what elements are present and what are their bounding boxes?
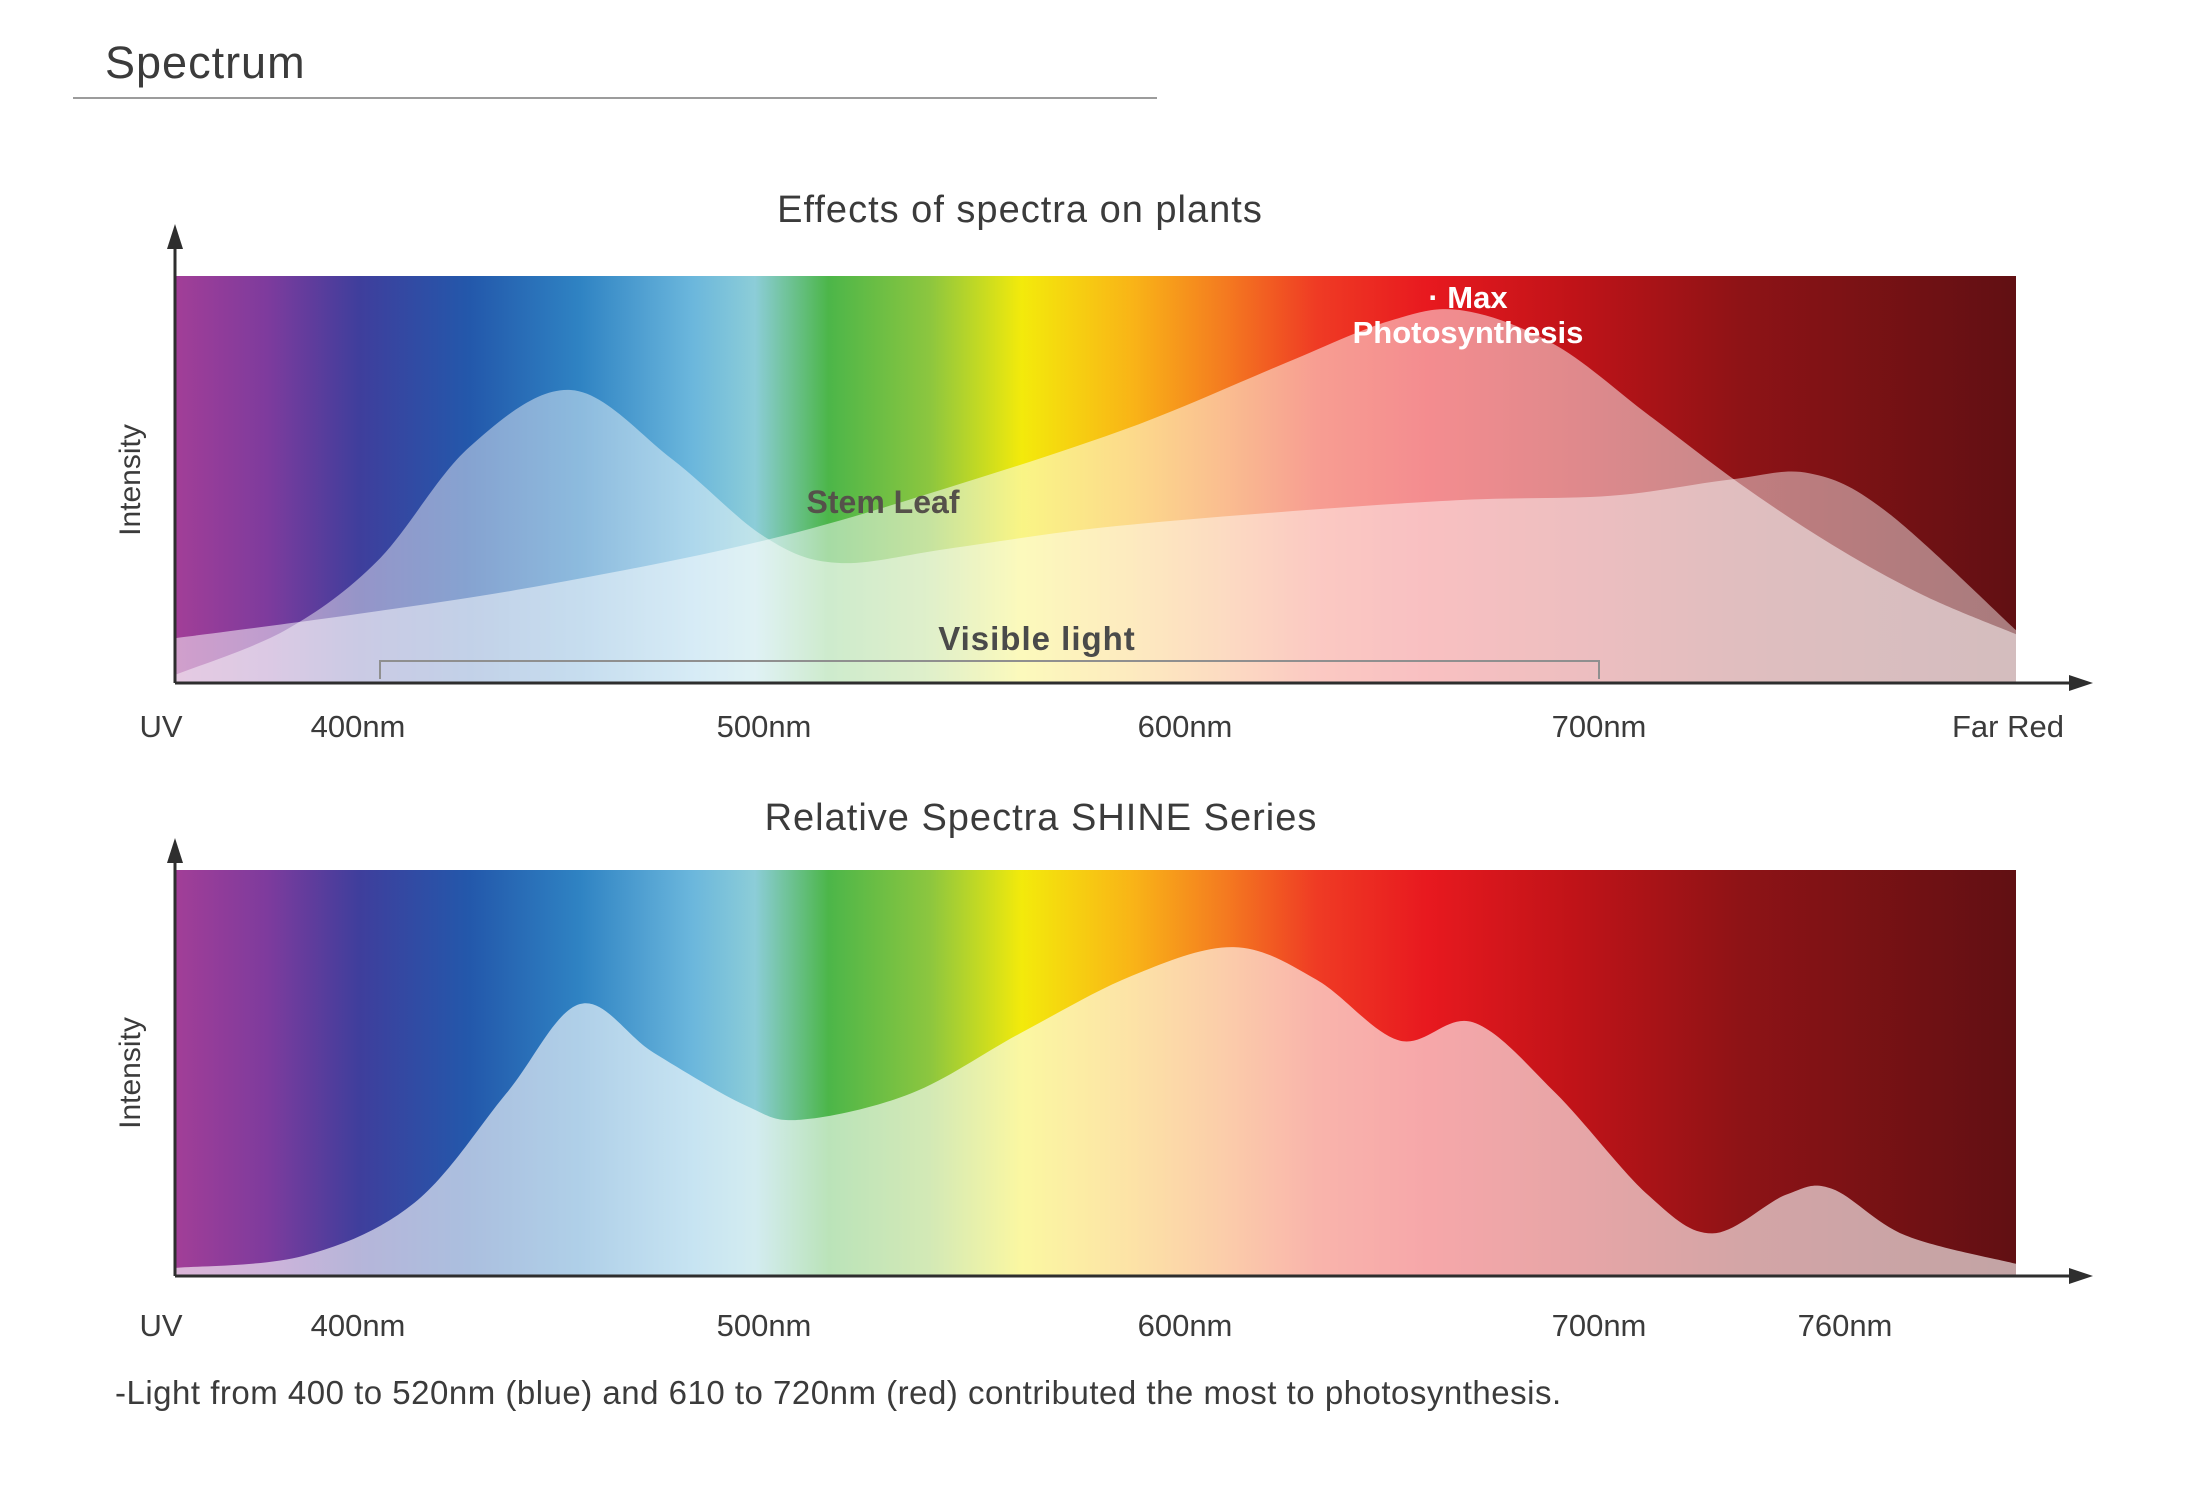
- chart-shine-series: Relative Spectra SHINE Series Intensity …: [114, 797, 2093, 1343]
- x-tick-label: UV: [139, 1308, 182, 1343]
- max-photosynthesis-label-line2: Photosynthesis: [1353, 315, 1584, 350]
- chart2-title: Relative Spectra SHINE Series: [765, 797, 1318, 839]
- footnote: -Light from 400 to 520nm (blue) and 610 …: [115, 1374, 1562, 1411]
- y-axis-arrow-icon: [167, 224, 183, 249]
- chart-effects-on-plants: Effects of spectra on plants Intensity U…: [114, 189, 2093, 744]
- x-tick-label: 400nm: [311, 1308, 406, 1343]
- shine-spectrum-curve: [175, 947, 2016, 1276]
- y-axis-label: Intensity: [114, 424, 147, 536]
- x-tick-label: 600nm: [1138, 709, 1233, 744]
- chart1-title: Effects of spectra on plants: [777, 189, 1263, 231]
- x-tick-label: 760nm: [1798, 1308, 1893, 1343]
- x-tick-label: 400nm: [311, 709, 406, 744]
- visible-light-bracket: [379, 660, 1600, 679]
- x-tick-label: 500nm: [717, 1308, 812, 1343]
- stem-leaf-curve: [175, 389, 2016, 683]
- page-title: Spectrum: [105, 37, 306, 88]
- x-axis-arrow-icon: [2069, 675, 2093, 691]
- max-photosynthesis-label-line1: · Max: [1428, 280, 1508, 315]
- x-tick-label: 700nm: [1552, 1308, 1647, 1343]
- visible-light-label: Visible light: [938, 620, 1136, 657]
- x-tick-label: 500nm: [717, 709, 812, 744]
- chart1-curves: [175, 309, 2016, 683]
- max-photosynthesis-curve: [175, 309, 2016, 683]
- chart2-curves: [175, 947, 2016, 1276]
- x-tick-label: 600nm: [1138, 1308, 1233, 1343]
- x-tick-label: UV: [139, 709, 182, 744]
- y-axis-arrow-icon: [167, 838, 183, 863]
- x-tick-label: Far Red: [1952, 709, 2064, 744]
- x-tick-label: 700nm: [1552, 709, 1647, 744]
- stem-leaf-label: Stem Leaf: [807, 484, 960, 520]
- x-axis-arrow-icon: [2069, 1268, 2093, 1284]
- y-axis-label: Intensity: [114, 1017, 147, 1129]
